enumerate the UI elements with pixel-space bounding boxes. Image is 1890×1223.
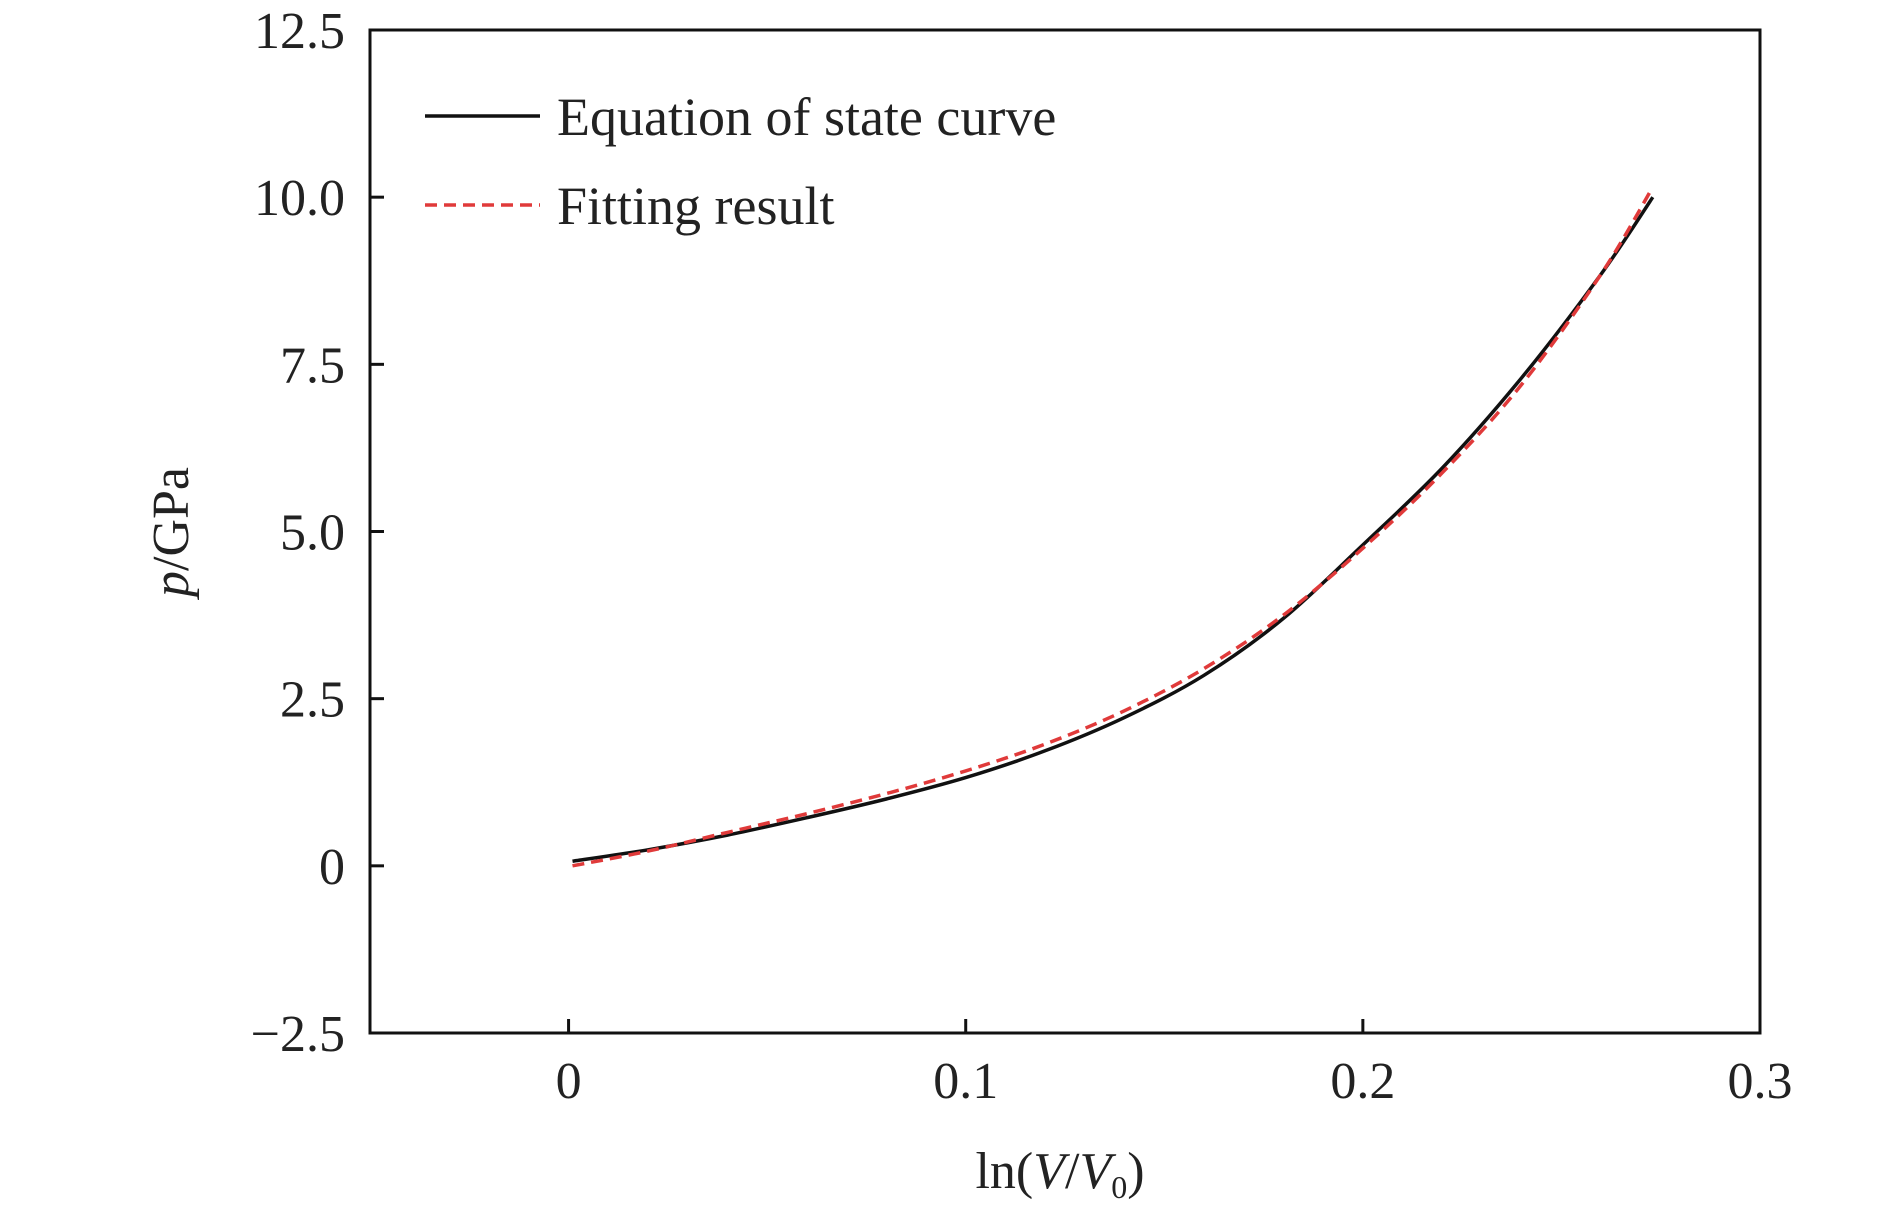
y-tick-label: 7.5 [280, 337, 345, 394]
legend-label-equation: Equation of state curve [557, 87, 1056, 147]
series-line-fitting-result [572, 186, 1655, 868]
x-tick-label: 0.1 [933, 1053, 998, 1110]
legend: Equation of state curve Fitting result [425, 87, 1056, 236]
y-tick-label: 12.5 [254, 3, 345, 60]
x-tick-label: 0.3 [1728, 1053, 1793, 1110]
y-tick-label: 10.0 [254, 170, 345, 227]
y-tick-label: 2.5 [280, 672, 345, 729]
x-tick-label: 0 [556, 1053, 582, 1110]
series-layer [572, 186, 1655, 868]
y-tick-label: −2.5 [251, 1006, 345, 1063]
y-tick-label: 5.0 [280, 505, 345, 562]
y-axis-title: p/GPa [143, 467, 200, 601]
ticks: 0 0.1 0.2 0.3 −2.5 0 2.5 5.0 7.5 10.0 12.5 [251, 3, 1793, 1110]
legend-label-fitting: Fitting result [557, 176, 835, 236]
y-tick-label: 0 [319, 839, 345, 896]
x-tick-label: 0.2 [1330, 1053, 1395, 1110]
x-axis-title: ln(V/V0) [975, 1143, 1144, 1205]
series-line-equation-of-state [572, 196, 1655, 863]
